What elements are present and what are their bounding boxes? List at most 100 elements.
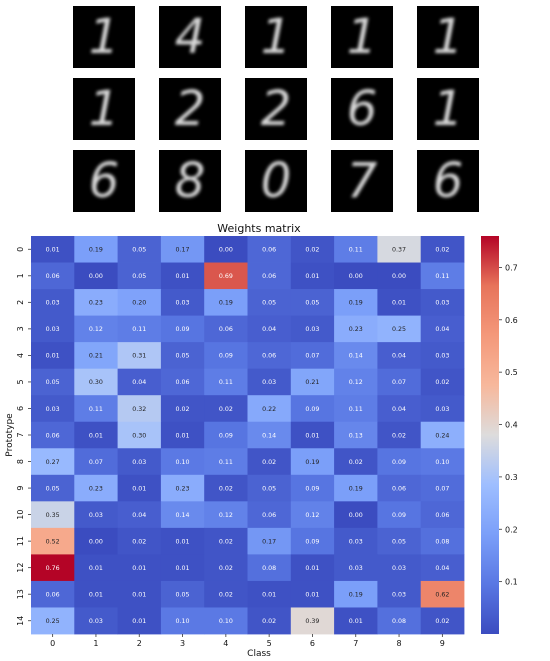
heatmap-cell <box>74 289 118 316</box>
cell-value-label: 0.05 <box>46 379 60 386</box>
heatmap-cell <box>420 527 465 555</box>
prototype-image: 2 <box>159 78 221 140</box>
heatmap-cell <box>290 368 335 396</box>
cell-value-label: 0.01 <box>132 565 146 572</box>
prototype-image: 8 <box>159 150 221 212</box>
cell-value-label: 0.32 <box>132 406 146 413</box>
weights-heatmap: Weights matrix 0.01 0.19 0.05 0.17 0.00 0.06 0… <box>5 222 518 659</box>
heatmap-cell <box>290 342 335 370</box>
cell-value-label: 0.02 <box>219 592 233 599</box>
cell-value-label: 0.06 <box>46 273 60 280</box>
cell-value-label: 0.25 <box>392 326 406 333</box>
cell-value-label: 0.09 <box>305 538 319 545</box>
colorbar-tick-label: 0.6 <box>505 316 518 325</box>
cell-value-label: 0.17 <box>176 247 190 254</box>
cell-value-label: 0.03 <box>305 326 319 333</box>
cell-value-label: 0.07 <box>435 485 449 492</box>
cell-value-label: 0.02 <box>219 565 233 572</box>
heatmap-cell <box>74 607 118 635</box>
heatmap-cell <box>247 580 292 608</box>
heatmap-cell <box>420 395 465 423</box>
y-tick-label: 6 <box>16 406 25 411</box>
cell-value-label: 0.02 <box>392 432 406 439</box>
cell-value-label: 0.03 <box>176 300 190 307</box>
cell-value-label: 0.19 <box>349 300 363 307</box>
cell-value-label: 0.03 <box>392 592 406 599</box>
heatmap-cell <box>117 421 162 449</box>
y-tick-label: 14 <box>16 616 25 626</box>
cell-value-label: 0.19 <box>305 459 319 466</box>
heatmap-cell <box>31 421 75 449</box>
heatmap-cells: 0.01 0.19 0.05 0.17 0.00 0.06 0.02 0.11 0.37 0.02… <box>31 236 465 635</box>
heatmap-cell <box>334 448 378 476</box>
heatmap-cell <box>117 501 162 529</box>
heatmap-cell <box>74 474 118 502</box>
heatmap-cell <box>31 315 75 343</box>
heatmap-cell <box>31 236 75 263</box>
heatmap-cell <box>247 342 292 370</box>
cell-value-label: 0.09 <box>392 512 406 519</box>
y-tick-label: 1 <box>16 273 25 278</box>
heatmap-cell <box>377 315 422 343</box>
prototype-digit-glyph: 1 <box>432 9 464 65</box>
heatmap-cell <box>377 395 422 423</box>
heatmap-cell <box>31 607 75 635</box>
y-tick-label: 5 <box>16 379 25 384</box>
heatmap-cell <box>377 262 422 290</box>
heatmap-cell <box>420 448 465 476</box>
cell-value-label: 0.02 <box>349 459 363 466</box>
cell-value-label: 0.06 <box>46 592 60 599</box>
cell-value-label: 0.12 <box>305 512 319 519</box>
x-tick-label: 1 <box>93 639 98 648</box>
cell-value-label: 0.20 <box>132 300 146 307</box>
heatmap-cell <box>377 421 422 449</box>
cell-value-label: 0.03 <box>89 512 103 519</box>
heatmap-cell <box>334 289 378 316</box>
cell-value-label: 0.19 <box>349 592 363 599</box>
x-tick-label: 8 <box>397 639 402 648</box>
cell-value-label: 0.07 <box>392 379 406 386</box>
cell-value-label: 0.02 <box>219 485 233 492</box>
heatmap-cell <box>74 501 118 529</box>
heatmap-cell <box>204 315 248 343</box>
heatmap-cell <box>377 554 422 582</box>
prototype-image: 1 <box>417 6 479 68</box>
heatmap-cell <box>74 580 118 608</box>
heatmap-cell <box>290 395 335 423</box>
heatmap-cell <box>160 448 205 476</box>
heatmap-cell <box>31 342 75 370</box>
cell-value-label: 0.09 <box>176 326 190 333</box>
heatmap-cell <box>377 580 422 608</box>
heatmap-cell <box>204 527 248 555</box>
prototype-digit-glyph: 1 <box>88 9 120 65</box>
heatmap-cell <box>74 395 118 423</box>
y-axis-label: Prototype <box>5 413 15 457</box>
cell-value-label: 0.27 <box>46 459 60 466</box>
heatmap-cell <box>420 554 465 582</box>
heatmap-cell <box>247 474 292 502</box>
heatmap-cell <box>334 395 378 423</box>
prototype-image: 1 <box>245 6 307 68</box>
cell-value-label: 0.03 <box>262 379 276 386</box>
prototype-image: 7 <box>331 150 393 212</box>
cell-value-label: 0.02 <box>219 538 233 545</box>
heatmap-cell <box>247 289 292 316</box>
cell-value-label: 0.02 <box>262 459 276 466</box>
cell-value-label: 0.01 <box>89 592 103 599</box>
cell-value-label: 0.04 <box>392 406 406 413</box>
heatmap-cell <box>334 421 378 449</box>
cell-value-label: 0.06 <box>262 512 276 519</box>
colorbar-tick-label: 0.7 <box>505 263 518 272</box>
cell-value-label: 0.04 <box>132 379 146 386</box>
heatmap-cell <box>247 368 292 396</box>
heatmap-cell <box>160 342 205 370</box>
heatmap-cell <box>117 607 162 635</box>
prototype-digit-glyph: 7 <box>346 153 378 209</box>
cell-value-label: 0.06 <box>176 379 190 386</box>
heatmap-cell <box>204 448 248 476</box>
cell-value-label: 0.04 <box>132 512 146 519</box>
cell-value-label: 0.12 <box>219 512 233 519</box>
colorbar-tick-label: 0.2 <box>505 525 518 534</box>
prototype-digit-glyph: 8 <box>174 153 206 209</box>
